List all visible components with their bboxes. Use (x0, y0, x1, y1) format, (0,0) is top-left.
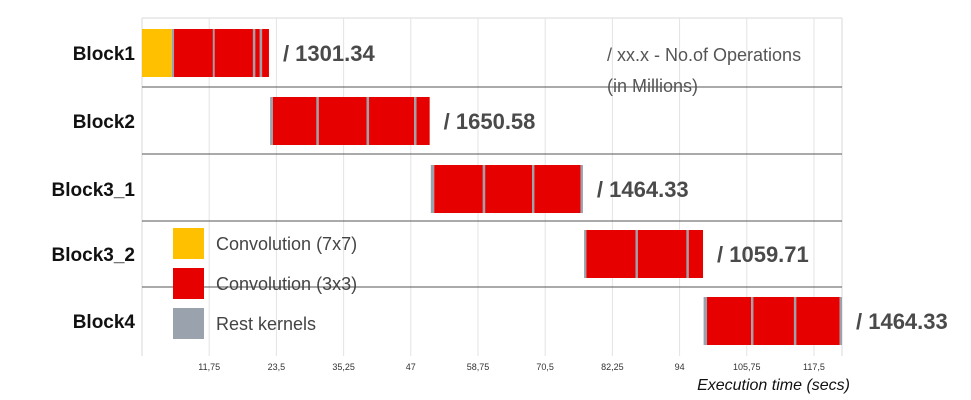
bar-segment-rest (580, 165, 583, 213)
notation-note-line2: (in Millions) (607, 76, 698, 96)
x-tick-label: 47 (406, 362, 416, 372)
bar-segment-rest (259, 29, 263, 77)
x-tick-label: 70,5 (536, 362, 554, 372)
row-label: Block3_1 (52, 180, 136, 201)
labels: Block1 / 1301.34 Block2 / 1650.58 Block3_1 / … (52, 41, 948, 372)
bar-segment-rest (793, 297, 797, 345)
bar-segment-conv3x3 (434, 165, 483, 213)
bar-segment-rest (532, 165, 535, 213)
bar-segment-rest (584, 230, 587, 278)
bar-segment-conv3x3 (753, 297, 794, 345)
bar-segment-conv3x3 (637, 230, 687, 278)
bar-segment-rest (252, 29, 256, 77)
row-label: Block1 (73, 44, 136, 65)
legend-label: Convolution (7x7) (216, 234, 357, 254)
bar-segment-conv3x3 (255, 29, 260, 77)
legend-swatch-rest (173, 308, 204, 339)
legend-label: Convolution (3x3) (216, 274, 357, 294)
x-tick-label: 35,25 (332, 362, 355, 372)
bar-segment-conv3x3 (416, 97, 430, 145)
bar-segment-conv3x3 (262, 29, 269, 77)
x-tick-label: 94 (675, 362, 685, 372)
x-tick-label: 105,75 (733, 362, 761, 372)
x-tick-label: 117,5 (803, 362, 825, 372)
bar-segment-conv3x3 (318, 97, 367, 145)
bar-segment-rest (751, 297, 754, 345)
x-tick-label: 82,25 (601, 362, 624, 372)
bar-segment-conv3x3 (586, 230, 636, 278)
bar-segment-conv3x3 (272, 97, 317, 145)
bar-segment-rest (839, 297, 842, 345)
bar-segment-conv3x3 (796, 297, 840, 345)
bar-segment-rest (171, 29, 175, 77)
bar-segment-conv3x3 (214, 29, 253, 77)
row-label: Block2 (73, 112, 135, 133)
ops-count-label: / 1464.33 (856, 309, 948, 334)
bar-segment-rest (316, 97, 319, 145)
bar-segment-rest (366, 97, 370, 145)
bar-segment-rest (703, 297, 708, 345)
ops-count-label: / 1301.34 (283, 41, 376, 66)
bar-segment-conv3x3 (485, 165, 533, 213)
legend-swatch-conv7x7 (173, 228, 204, 259)
x-tick-label: 11,75 (198, 362, 220, 372)
bar-segment-rest (212, 29, 215, 77)
bar-segment-rest (686, 230, 689, 278)
row-label: Block3_2 (52, 245, 135, 266)
bar-segment-rest (482, 165, 486, 213)
ops-count-label: / 1059.71 (717, 242, 809, 267)
x-axis-label: Execution time (secs) (697, 377, 850, 394)
row-label: Block4 (73, 312, 136, 333)
ops-count-label: / 1464.33 (597, 177, 689, 202)
legend: Convolution (7x7) Convolution (3x3) Rest k… (173, 228, 357, 339)
bar-segment-conv3x3 (174, 29, 213, 77)
bar-segment-conv3x3 (534, 165, 581, 213)
bar-segments (142, 29, 842, 345)
bar-segment-rest (430, 165, 435, 213)
ops-count-label: / 1650.58 (444, 109, 536, 134)
bar-segment-conv7x7 (142, 29, 172, 77)
bar-segment-conv3x3 (688, 230, 704, 278)
bar-segment-rest (414, 97, 417, 145)
bar-segment-rest (270, 97, 273, 145)
notation-note-line1: / xx.x - No.of Operations (607, 45, 801, 65)
x-tick-label: 23,5 (268, 362, 286, 372)
bar-segment-rest (635, 230, 638, 278)
legend-swatch-conv3x3 (173, 268, 204, 299)
bar-segment-conv3x3 (707, 297, 752, 345)
legend-label: Rest kernels (216, 314, 316, 334)
x-tick-label: 58,75 (467, 362, 490, 372)
bar-segment-conv3x3 (369, 97, 415, 145)
